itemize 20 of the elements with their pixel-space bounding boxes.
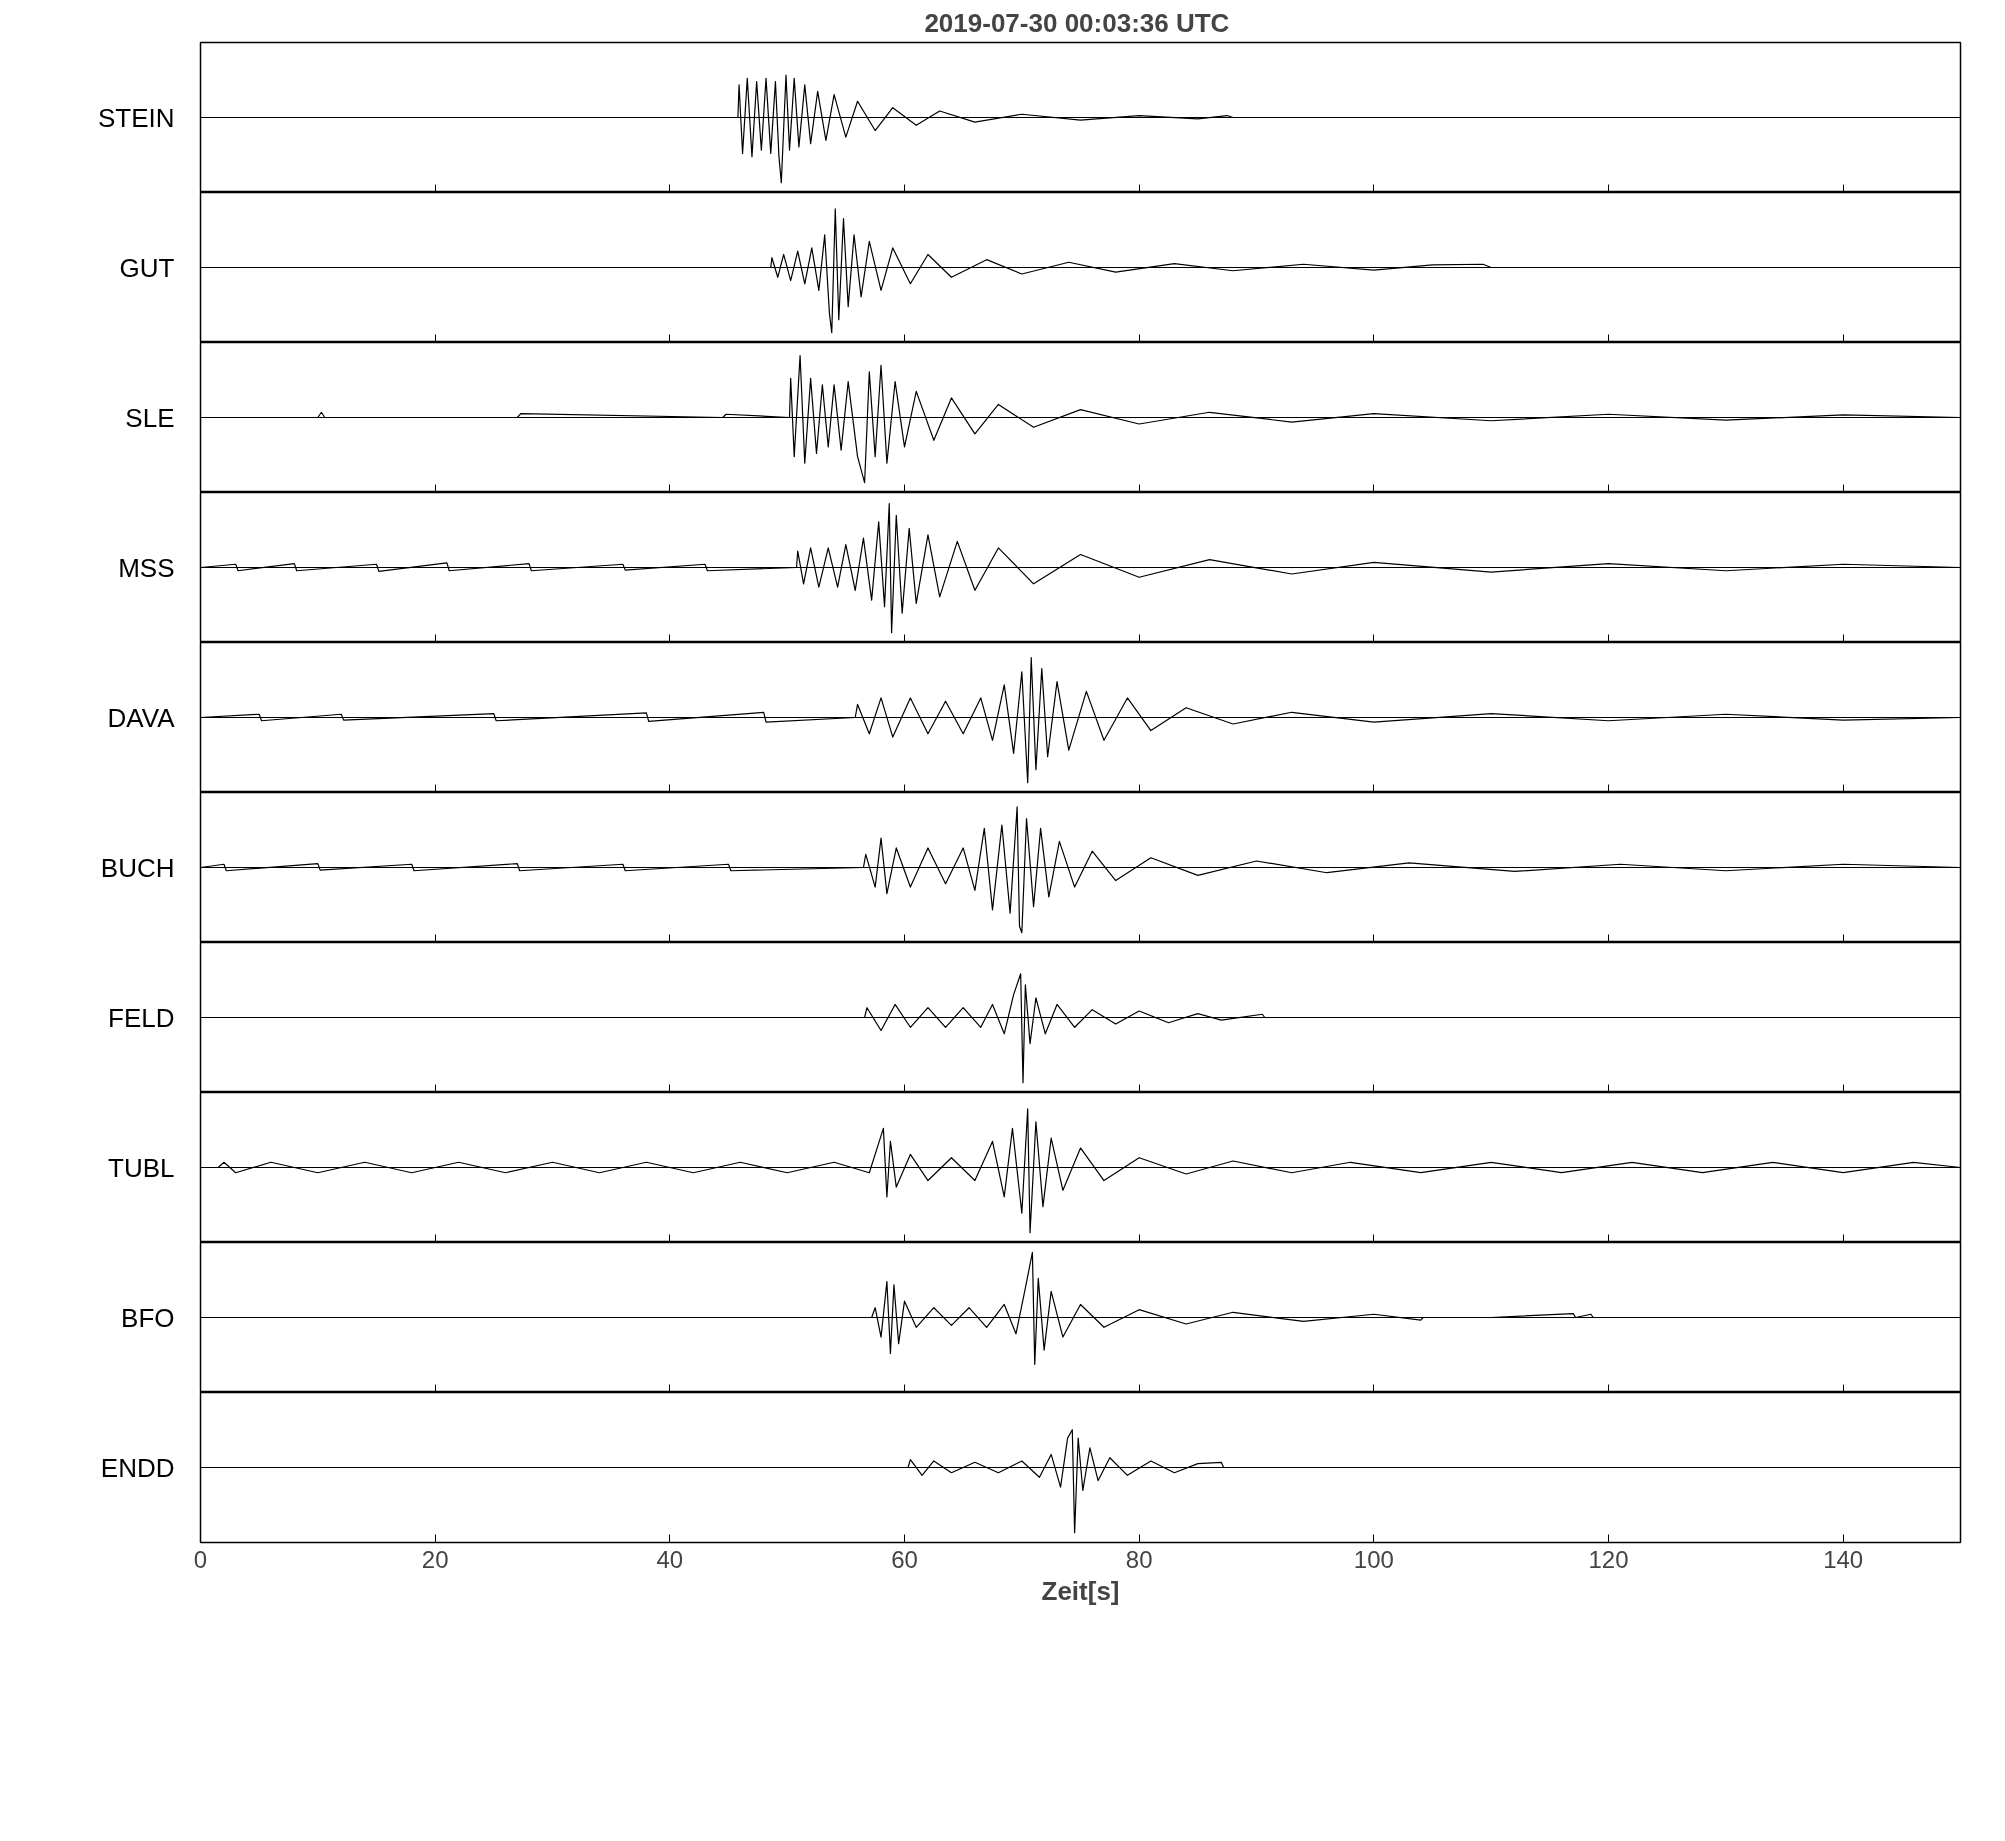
y-axis-title: TUBL: [108, 1152, 175, 1183]
y-axis-title: GUT: [119, 252, 175, 283]
x-tick-label: 40: [656, 1545, 684, 1573]
y-axis-title: ENDD: [100, 1452, 175, 1483]
x-tick-label: 140: [1823, 1545, 1864, 1573]
x-axis-title: Zeit[s]: [1041, 1575, 1120, 1606]
x-tick-label: 120: [1588, 1545, 1629, 1573]
y-axis-title: BFO: [121, 1302, 175, 1333]
y-axis-title: BUCH: [100, 852, 175, 883]
x-tick-label: 60: [891, 1545, 918, 1573]
chart-title: 2019-07-30 00:03:36 UTC: [924, 7, 1230, 38]
x-tick-label: 80: [1125, 1545, 1153, 1573]
y-axis-title: STEIN: [97, 102, 175, 133]
y-axis-title: MSS: [118, 552, 175, 583]
x-tick-label: 20: [421, 1545, 449, 1573]
y-axis-title: FELD: [108, 1002, 175, 1033]
x-tick-label: 100: [1353, 1545, 1394, 1573]
x-tick-label: 0: [193, 1545, 208, 1573]
y-axis-title: SLE: [125, 402, 175, 433]
y-axis-title: DAVA: [107, 702, 176, 733]
